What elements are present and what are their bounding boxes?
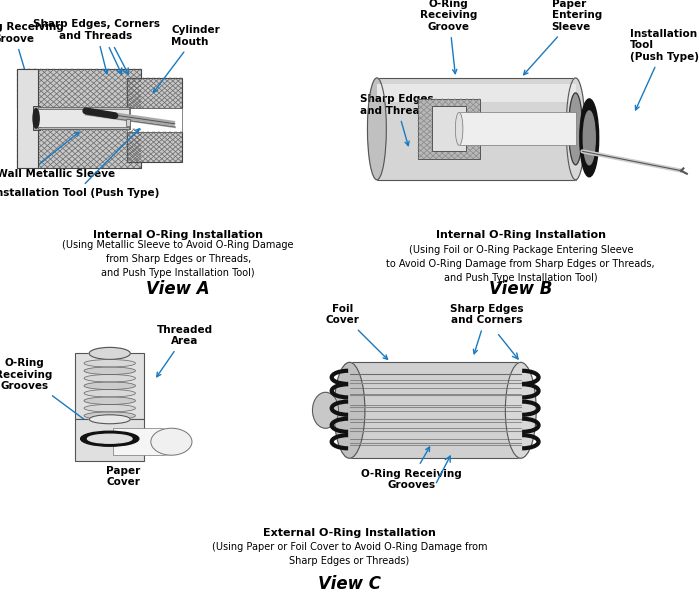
Bar [33, 106, 40, 130]
Ellipse shape [455, 112, 463, 145]
Ellipse shape [33, 109, 39, 128]
Bar [127, 108, 182, 132]
Bar [38, 107, 130, 109]
Text: O-Ring Receiving
Grooves: O-Ring Receiving Grooves [361, 447, 461, 490]
Bar [127, 78, 182, 108]
Ellipse shape [87, 434, 132, 443]
Ellipse shape [151, 428, 192, 455]
Text: Foil
Cover: Foil Cover [326, 304, 387, 359]
Bar [377, 84, 575, 102]
Ellipse shape [89, 415, 130, 424]
Bar [113, 428, 171, 455]
Text: Installation
Tool
(Push Type): Installation Tool (Push Type) [630, 29, 699, 110]
Ellipse shape [84, 397, 136, 404]
Bar [17, 69, 140, 108]
Bar [75, 353, 144, 419]
Bar [129, 107, 130, 130]
Ellipse shape [334, 362, 365, 458]
Bar [459, 112, 575, 145]
Bar [418, 99, 480, 159]
Text: View B: View B [489, 280, 552, 298]
Ellipse shape [80, 431, 139, 446]
Ellipse shape [84, 382, 136, 389]
Bar [17, 69, 38, 168]
Ellipse shape [89, 348, 130, 359]
Text: Threaded
Area: Threaded Area [157, 325, 213, 377]
Text: Paper
Entering
Sleeve: Paper Entering Sleeve [524, 0, 602, 75]
Text: O-Ring
Receiving
Grooves: O-Ring Receiving Grooves [0, 358, 92, 426]
Text: O-Ring Receiving
Groove: O-Ring Receiving Groove [0, 23, 64, 104]
Ellipse shape [84, 367, 136, 375]
Text: Internal O-Ring Installation: Internal O-Ring Installation [435, 230, 606, 240]
Ellipse shape [84, 359, 136, 367]
Bar [127, 119, 130, 126]
Bar [127, 132, 182, 162]
Bar [17, 108, 140, 129]
Bar [17, 129, 140, 168]
Text: External O-Ring Installation: External O-Ring Installation [263, 528, 436, 538]
Ellipse shape [566, 78, 585, 180]
Text: Cylinder
Mouth: Cylinder Mouth [154, 26, 220, 92]
Text: O-Ring
Receiving
Groove: O-Ring Receiving Groove [420, 0, 477, 74]
Ellipse shape [312, 392, 338, 428]
Text: Paper
Cover: Paper Cover [106, 450, 148, 487]
Text: Sharp Edges
and Corners: Sharp Edges and Corners [449, 304, 524, 354]
Ellipse shape [84, 389, 136, 397]
Bar [38, 109, 130, 127]
Text: View C: View C [318, 575, 381, 593]
Text: (Using Foil or O-Ring Package Entering Sleeve
to Avoid O-Ring Damage from Sharp : (Using Foil or O-Ring Package Entering S… [387, 244, 655, 282]
Bar [350, 362, 521, 458]
Ellipse shape [368, 78, 387, 180]
Text: Sharp Edges, Corners
and Threads: Sharp Edges, Corners and Threads [33, 20, 159, 74]
Ellipse shape [569, 93, 582, 165]
Bar [377, 78, 575, 180]
Text: Soft Thin-Wall Metallic Sleeve: Soft Thin-Wall Metallic Sleeve [0, 132, 115, 179]
Ellipse shape [84, 412, 136, 419]
Text: (Using Metallic Sleeve to Avoid O-Ring Damage
from Sharp Edges or Threads,
and P: (Using Metallic Sleeve to Avoid O-Ring D… [62, 240, 294, 278]
Text: View A: View A [146, 280, 210, 298]
Ellipse shape [583, 111, 596, 165]
Text: Sharp Edges
and Threads: Sharp Edges and Threads [360, 94, 433, 145]
Ellipse shape [505, 362, 536, 458]
Ellipse shape [84, 404, 136, 412]
Text: Installation Tool (Push Type): Installation Tool (Push Type) [0, 129, 159, 198]
Text: Internal O-Ring Installation: Internal O-Ring Installation [93, 230, 264, 240]
Bar [38, 127, 130, 130]
Ellipse shape [84, 375, 136, 382]
Ellipse shape [580, 99, 598, 177]
Bar [75, 419, 144, 461]
Bar [432, 106, 466, 152]
Text: (Using Paper or Foil Cover to Avoid O-Ring Damage from
Sharp Edges or Threads): (Using Paper or Foil Cover to Avoid O-Ri… [212, 542, 487, 566]
